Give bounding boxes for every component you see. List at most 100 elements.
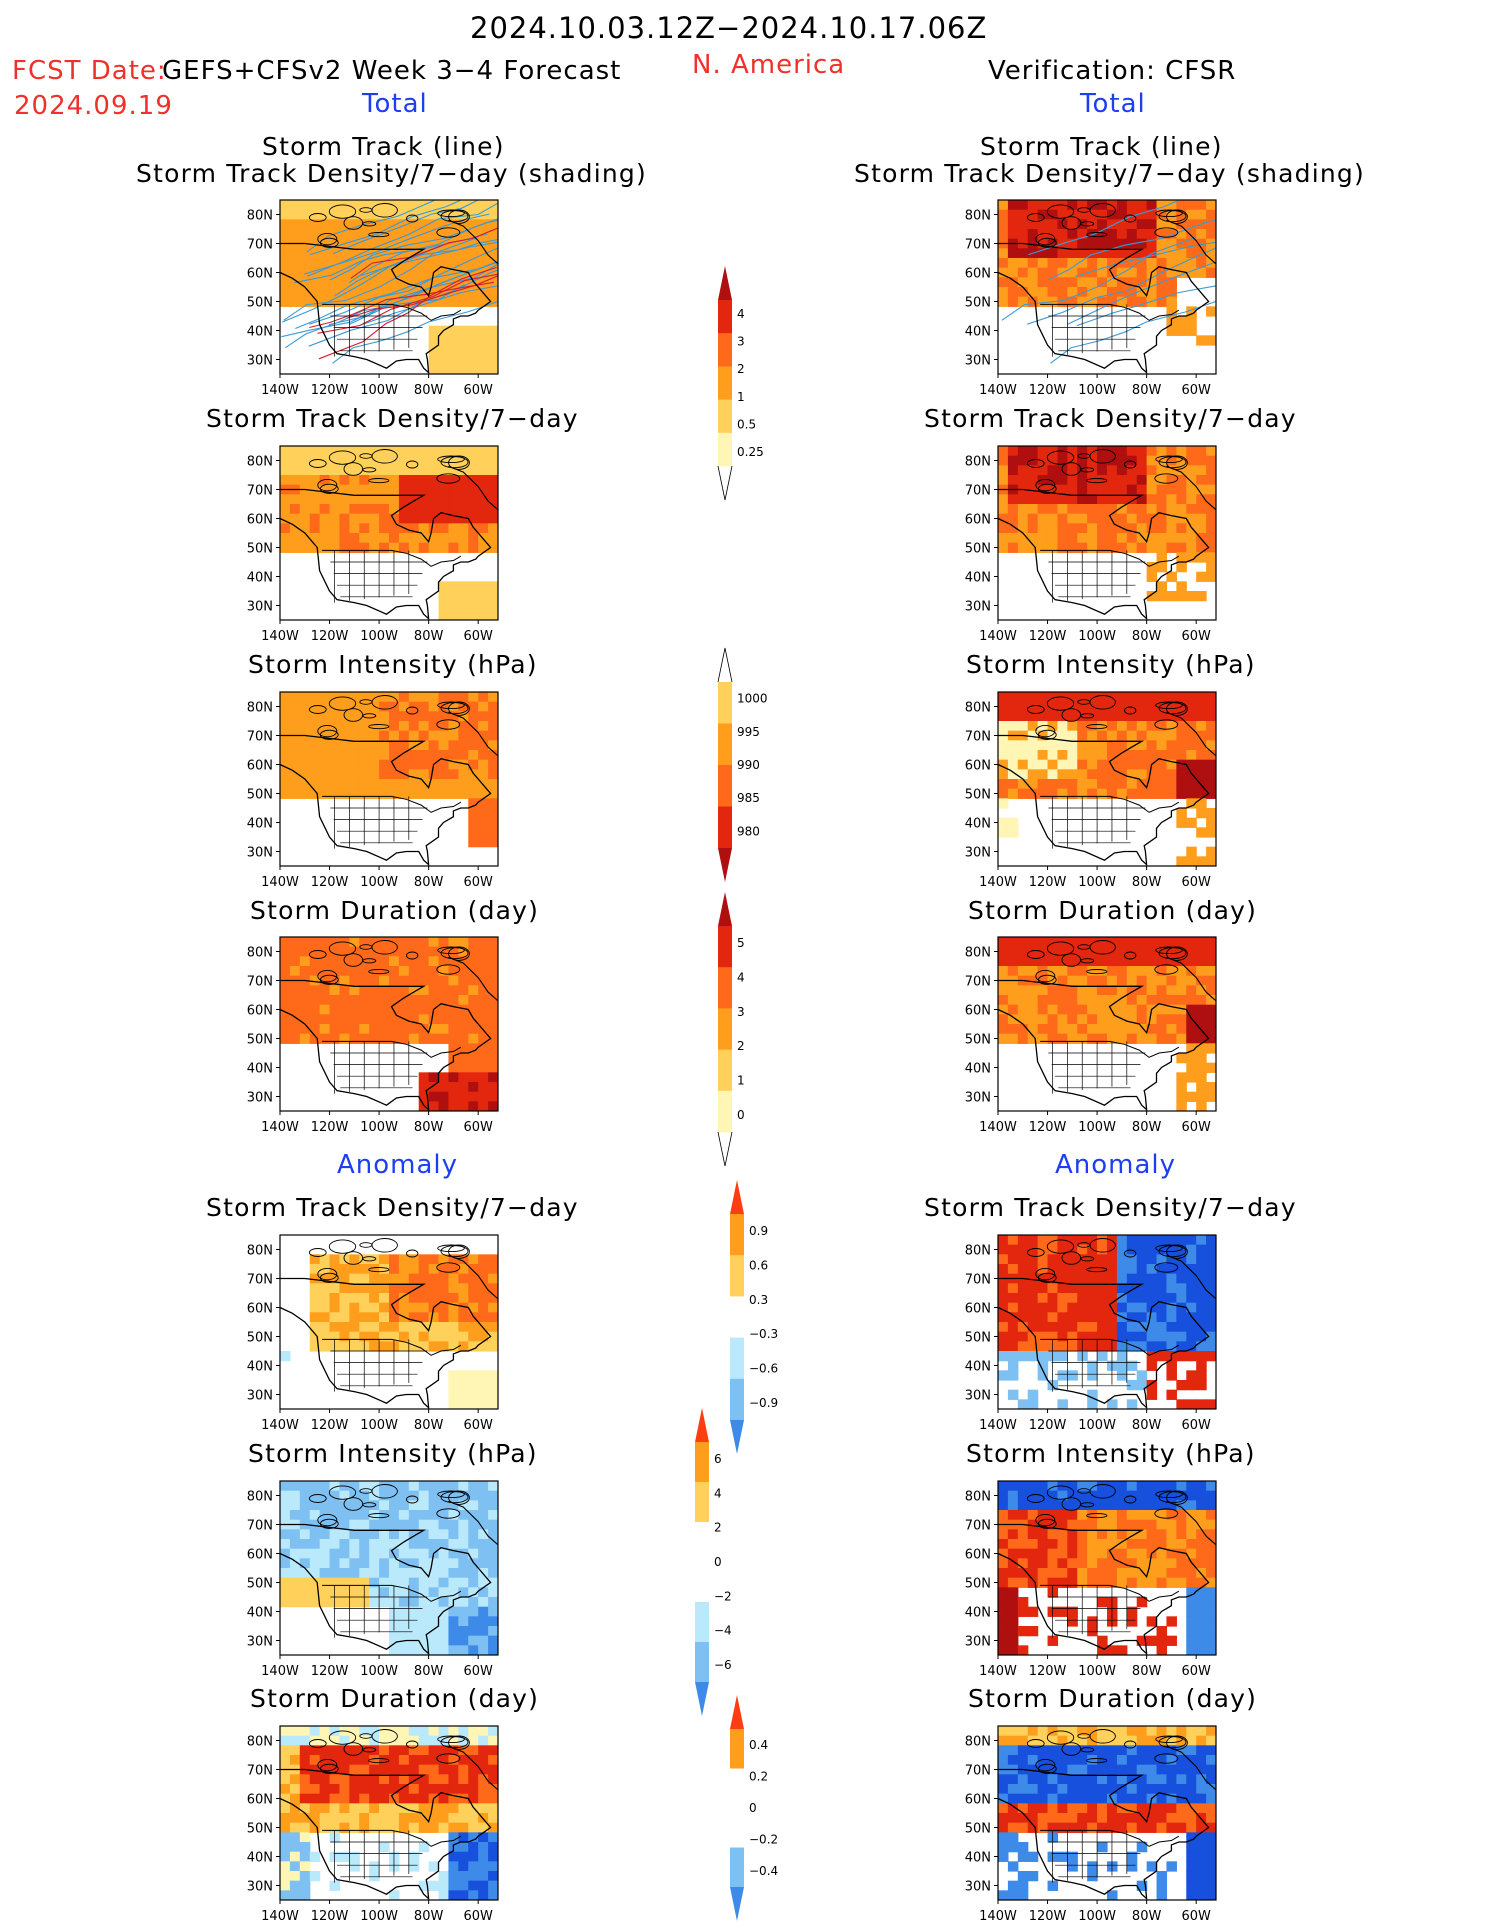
lat-tick-label: 60N bbox=[247, 1793, 273, 1808]
lat-tick-label: 60N bbox=[247, 1302, 273, 1317]
fcst-date-label: FCST Date: bbox=[12, 56, 167, 86]
lon-tick-label: 120W bbox=[1029, 875, 1067, 890]
lat-tick-label: 70N bbox=[247, 238, 273, 253]
lat-tick-label: 40N bbox=[965, 1360, 991, 1375]
lat-tick-label: 60N bbox=[965, 1548, 991, 1563]
lon-tick-label: 80W bbox=[1132, 629, 1162, 644]
map-intensity-verification: 80N 70N 60N 50N 40N 30N 140W 120W 100W 80W 60W bbox=[948, 686, 1228, 898]
colorbar-tick-label: 0.5 bbox=[737, 418, 756, 432]
lat-tick-label: 50N bbox=[965, 1331, 991, 1346]
lon-tick-label: 140W bbox=[979, 875, 1017, 890]
lat-tick-label: 40N bbox=[965, 1062, 991, 1077]
lon-tick-label: 120W bbox=[1029, 1418, 1067, 1433]
lon-tick-label: 60W bbox=[1181, 1120, 1211, 1135]
lat-tick-label: 80N bbox=[247, 1244, 273, 1259]
lon-tick-label: 80W bbox=[414, 1664, 444, 1679]
colorbar-tick-label: 3 bbox=[737, 335, 745, 349]
lon-tick-label: 120W bbox=[311, 1664, 349, 1679]
lat-tick-label: 40N bbox=[965, 571, 991, 586]
colorbar-tick-label: −4 bbox=[714, 1624, 732, 1638]
map-density-verification: 80N 70N 60N 50N 40N 30N 140W 120W 100W 80W 60W bbox=[948, 440, 1228, 652]
colorbar-tick-label: 4 bbox=[737, 307, 745, 321]
lat-tick-label: 60N bbox=[965, 513, 991, 528]
map-track-forecast: 80N 70N 60N 50N 40N 30N 140W 120W 100W 80W 60W bbox=[230, 194, 510, 406]
title-intensity-anom-left: Storm Intensity (hPa) bbox=[248, 1439, 538, 1468]
lat-tick-label: 40N bbox=[247, 1360, 273, 1375]
colorbar-tick-label: 0 bbox=[737, 1108, 745, 1122]
lon-tick-label: 120W bbox=[1029, 629, 1067, 644]
lat-tick-label: 50N bbox=[247, 788, 273, 803]
lon-tick-label: 60W bbox=[463, 1664, 493, 1679]
lon-tick-label: 140W bbox=[261, 1120, 299, 1135]
lat-tick-label: 30N bbox=[247, 1389, 273, 1404]
colorbar-tick-label: 985 bbox=[737, 791, 760, 805]
map-intensity-anomaly-forecast: 80N 70N 60N 50N 40N 30N 140W 120W 100W 80W 60W bbox=[230, 1475, 510, 1687]
lat-tick-label: 60N bbox=[247, 513, 273, 528]
lat-tick-label: 70N bbox=[247, 1273, 273, 1288]
fcst-date-value: 2024.09.19 bbox=[14, 91, 173, 121]
lat-tick-label: 30N bbox=[965, 1635, 991, 1650]
map-intensity-anomaly-verification: 80N 70N 60N 50N 40N 30N 140W 120W 100W 80W 60W bbox=[948, 1475, 1228, 1687]
lat-tick-label: 80N bbox=[247, 701, 273, 716]
lon-tick-label: 120W bbox=[311, 629, 349, 644]
verification-label: Verification: CFSR bbox=[988, 56, 1237, 86]
lat-tick-label: 50N bbox=[965, 1033, 991, 1048]
lon-tick-label: 120W bbox=[311, 383, 349, 398]
lon-tick-label: 60W bbox=[1181, 383, 1211, 398]
lon-tick-label: 100W bbox=[1078, 1664, 1116, 1679]
lat-tick-label: 50N bbox=[247, 1577, 273, 1592]
lon-tick-label: 100W bbox=[360, 1664, 398, 1679]
lon-tick-label: 120W bbox=[1029, 1909, 1067, 1924]
map-duration-verification: 80N 70N 60N 50N 40N 30N 140W 120W 100W 80W 60W bbox=[948, 931, 1228, 1143]
lon-tick-label: 80W bbox=[414, 875, 444, 890]
lat-tick-label: 80N bbox=[965, 946, 991, 961]
colorbar-tick-label: 0.4 bbox=[749, 1738, 768, 1752]
lat-tick-label: 30N bbox=[247, 1635, 273, 1650]
colorbar-duration-anomaly: 0.4 0.2 0 −0.2 −0.4 bbox=[730, 1695, 790, 1921]
lat-tick-label: 70N bbox=[965, 730, 991, 745]
lat-tick-label: 80N bbox=[965, 701, 991, 716]
lat-tick-label: 30N bbox=[965, 1880, 991, 1895]
lat-tick-label: 80N bbox=[247, 455, 273, 470]
lon-tick-label: 140W bbox=[979, 1418, 1017, 1433]
title-density-anom-right: Storm Track Density/7−day bbox=[924, 1193, 1297, 1222]
map-intensity-forecast: 80N 70N 60N 50N 40N 30N 140W 120W 100W 80W 60W bbox=[230, 686, 510, 898]
lat-tick-label: 70N bbox=[965, 484, 991, 499]
colorbar-tick-label: 0.6 bbox=[749, 1259, 768, 1273]
lon-tick-label: 140W bbox=[261, 1909, 299, 1924]
lat-tick-label: 80N bbox=[965, 1244, 991, 1259]
title-intensity-anom-right: Storm Intensity (hPa) bbox=[966, 1439, 1256, 1468]
lon-tick-label: 100W bbox=[1078, 629, 1116, 644]
lon-tick-label: 80W bbox=[1132, 1909, 1162, 1924]
colorbar-tick-label: −6 bbox=[714, 1658, 732, 1672]
colorbar-tick-label: 990 bbox=[737, 758, 760, 772]
title-duration-anom-left: Storm Duration (day) bbox=[250, 1684, 540, 1713]
colorbar-tick-label: 4 bbox=[737, 971, 745, 985]
colorbar-tick-label: 2 bbox=[737, 1039, 745, 1053]
lat-tick-label: 30N bbox=[247, 600, 273, 615]
lon-tick-label: 100W bbox=[360, 875, 398, 890]
colorbar-tick-label: 6 bbox=[714, 1452, 722, 1466]
colorbar-tick-label: 0.25 bbox=[737, 445, 764, 459]
colorbar-duration-total: 5 4 3 2 1 0 bbox=[717, 892, 778, 1167]
lat-tick-label: 30N bbox=[247, 1091, 273, 1106]
colorbar-tick-label: 1 bbox=[737, 1074, 745, 1088]
title-duration-right: Storm Duration (day) bbox=[968, 896, 1258, 925]
anomaly-label-right: Anomaly bbox=[1055, 1150, 1177, 1180]
lat-tick-label: 60N bbox=[247, 1004, 273, 1019]
lon-tick-label: 140W bbox=[979, 1909, 1017, 1924]
lat-tick-label: 40N bbox=[965, 325, 991, 340]
colorbar-density-total: 4 3 2 1 0.5 0.25 bbox=[717, 266, 778, 501]
colorbar-density-anomaly: 0.9 0.6 0.3 −0.3 −0.6 −0.9 bbox=[730, 1180, 790, 1454]
lon-tick-label: 120W bbox=[311, 1909, 349, 1924]
lat-tick-label: 30N bbox=[965, 1091, 991, 1106]
lon-tick-label: 100W bbox=[1078, 383, 1116, 398]
lon-tick-label: 140W bbox=[979, 1664, 1017, 1679]
lon-tick-label: 100W bbox=[360, 383, 398, 398]
lat-tick-label: 80N bbox=[965, 1490, 991, 1505]
lon-tick-label: 60W bbox=[1181, 1418, 1211, 1433]
lat-tick-label: 30N bbox=[965, 600, 991, 615]
title-track-shading-left: Storm Track Density/7−day (shading) bbox=[136, 159, 647, 188]
total-label-right: Total bbox=[1080, 89, 1146, 119]
lon-tick-label: 60W bbox=[1181, 1664, 1211, 1679]
